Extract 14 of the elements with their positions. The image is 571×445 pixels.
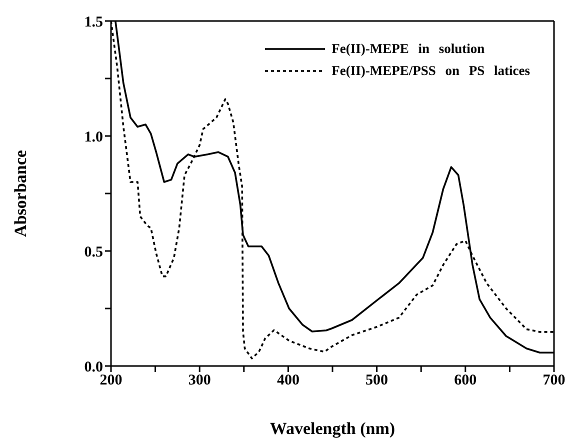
legend-label: Fe(II)-MEPE/PSS on PS latices	[332, 62, 530, 80]
y-tick-label: 0.0	[84, 359, 103, 376]
x-tick-label: 400	[276, 372, 300, 389]
y-tick-label: 1.0	[84, 129, 103, 146]
y-axis-title: Absorbance	[11, 150, 30, 237]
y-tick-label: 1.5	[84, 14, 103, 30]
y-tick-label: 0.5	[84, 244, 103, 260]
x-tick-label: 500	[366, 372, 388, 389]
legend-label: Fe(II)-MEPE in solution	[332, 40, 485, 58]
x-axis-title: Wavelength (nm)	[270, 419, 396, 438]
x-tick-label: 300	[188, 372, 211, 389]
x-tick-label: 200	[100, 372, 122, 389]
x-tick-label: 700	[542, 372, 566, 389]
x-tick-label: 600	[454, 372, 477, 389]
